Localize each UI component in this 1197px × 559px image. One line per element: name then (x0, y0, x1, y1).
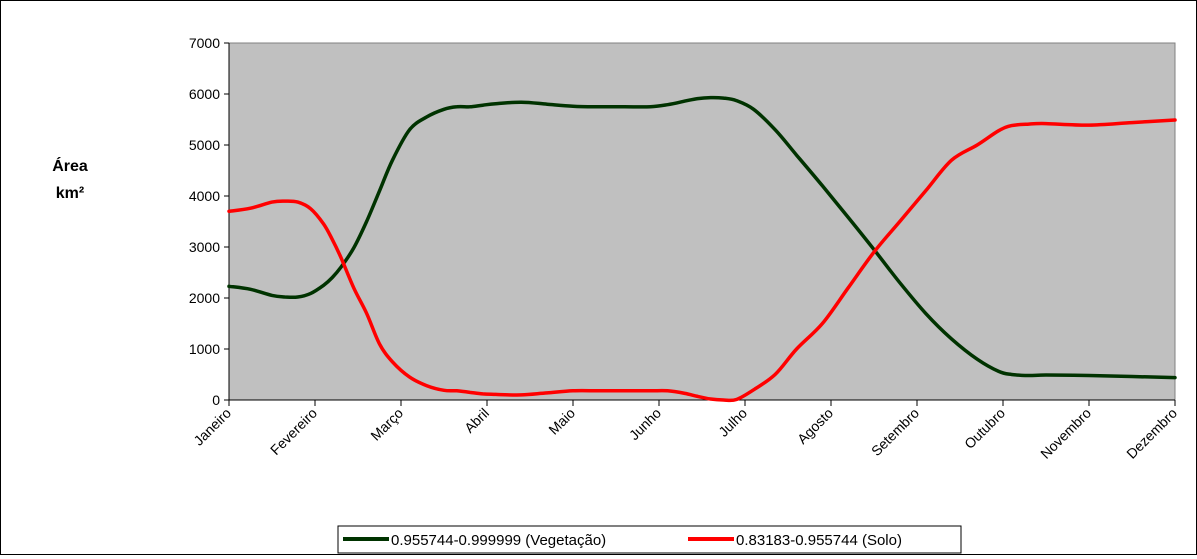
x-tick-label: Junho (626, 405, 664, 443)
y-tick-label: 6000 (189, 86, 220, 102)
y-axis-label-line-2: km² (56, 185, 84, 202)
legend-box (337, 525, 962, 554)
x-tick-label: Maio (545, 405, 578, 438)
x-tick-label: Outubro (961, 405, 1008, 452)
legend-label-vegetacao: 0.955744-0.999999 (Vegetação) (391, 532, 606, 549)
y-tick-label: 7000 (189, 35, 220, 51)
legend-label-solo: 0.83183-0.955744 (Solo) (736, 532, 902, 549)
plot-area (228, 42, 1176, 401)
series-lines (227, 95, 1177, 403)
series-line-0 (227, 95, 1177, 380)
y-tick-label: 4000 (189, 188, 220, 204)
x-tick-label: Setembro (868, 405, 922, 459)
x-tick-label: Agosto (794, 405, 836, 447)
y-tick-label: 5000 (189, 137, 220, 153)
legend: 0.955744-0.999999 (Vegetação) 0.83183-0.… (337, 525, 962, 554)
x-tick-label: Dezembro (1123, 405, 1180, 462)
y-tick-label: 1000 (189, 341, 220, 357)
x-tick-label: Janeiro (190, 405, 234, 449)
y-axis-label-line-1: Área (52, 156, 88, 175)
x-tick-label: Abril (461, 405, 492, 436)
x-tick-label: Março (367, 405, 406, 444)
y-tick-label: 2000 (189, 290, 220, 306)
x-tick-label: Novembro (1037, 405, 1094, 462)
y-tick-label: 0 (212, 392, 220, 408)
series-line-1 (227, 118, 1177, 403)
x-tick-label: Fevereiro (267, 405, 320, 458)
x-axis: Janeiro Fevereiro Março Abril Maio Junho Julho… (190, 399, 1180, 462)
y-axis: 0 1000 2000 3000 4000 5000 6000 7000 (189, 35, 230, 408)
y-tick-label: 3000 (189, 239, 220, 255)
x-tick-label: Julho (715, 405, 750, 440)
